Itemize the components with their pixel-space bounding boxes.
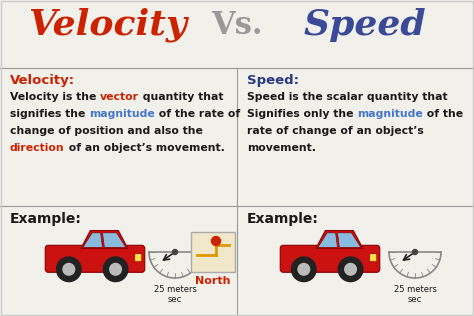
Text: signifies the: signifies the xyxy=(10,109,89,119)
Polygon shape xyxy=(337,233,361,247)
Text: Speed: Speed xyxy=(304,8,426,42)
Text: magnitude: magnitude xyxy=(357,109,423,119)
FancyBboxPatch shape xyxy=(370,254,377,262)
Text: magnitude: magnitude xyxy=(89,109,155,119)
Circle shape xyxy=(103,257,128,282)
Text: direction: direction xyxy=(10,143,64,153)
Text: vector: vector xyxy=(100,92,139,102)
Polygon shape xyxy=(318,233,337,247)
Text: Velocity: Velocity xyxy=(28,8,188,42)
FancyBboxPatch shape xyxy=(45,245,145,272)
Text: change of position and also the: change of position and also the xyxy=(10,126,203,136)
Text: of the rate of: of the rate of xyxy=(155,109,240,119)
Polygon shape xyxy=(316,231,363,248)
FancyBboxPatch shape xyxy=(135,254,142,262)
Circle shape xyxy=(63,264,74,275)
Circle shape xyxy=(338,257,363,282)
Text: of an object’s movement.: of an object’s movement. xyxy=(64,143,225,153)
Circle shape xyxy=(173,250,177,254)
Text: Velocity:: Velocity: xyxy=(10,74,75,87)
Text: Example:: Example: xyxy=(10,212,82,226)
Text: Speed is the scalar quantity that: Speed is the scalar quantity that xyxy=(247,92,447,102)
Polygon shape xyxy=(81,231,128,248)
Text: Example:: Example: xyxy=(247,212,319,226)
Text: Velocity is the: Velocity is the xyxy=(10,92,100,102)
Text: Signifies only the: Signifies only the xyxy=(247,109,357,119)
Polygon shape xyxy=(83,233,102,247)
Text: 25 meters
sec: 25 meters sec xyxy=(154,285,196,304)
Circle shape xyxy=(298,264,310,275)
Text: Vs.: Vs. xyxy=(211,10,263,41)
Text: North: North xyxy=(195,276,231,286)
Polygon shape xyxy=(102,233,126,247)
Text: 25 meters
sec: 25 meters sec xyxy=(393,285,437,304)
Circle shape xyxy=(211,236,220,246)
Text: of the: of the xyxy=(423,109,463,119)
Text: quantity that: quantity that xyxy=(139,92,224,102)
Text: movement.: movement. xyxy=(247,143,316,153)
Circle shape xyxy=(56,257,81,282)
FancyBboxPatch shape xyxy=(191,232,235,272)
Circle shape xyxy=(345,264,356,275)
Text: rate of change of an object’s: rate of change of an object’s xyxy=(247,126,424,136)
FancyBboxPatch shape xyxy=(280,245,380,272)
Text: Speed:: Speed: xyxy=(247,74,299,87)
Circle shape xyxy=(412,250,418,254)
Circle shape xyxy=(292,257,316,282)
Circle shape xyxy=(110,264,121,275)
